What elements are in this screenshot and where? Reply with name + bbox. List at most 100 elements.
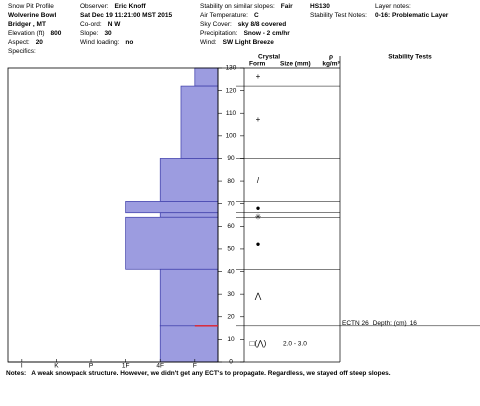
header-field: Elevation (ft) 800: [8, 30, 62, 37]
field-label: Wind:: [200, 39, 217, 46]
field-label: Observer:: [80, 3, 109, 10]
field-label: Wind loading:: [80, 39, 120, 46]
test-name: ECTN 26: [342, 320, 369, 327]
hardness-tick-label: 1F: [122, 363, 130, 370]
crystal-form: /: [257, 176, 260, 185]
height-tick-label: 50: [227, 246, 235, 253]
hardness-layer: [159, 212, 219, 218]
field-label: Elevation (ft): [8, 30, 45, 37]
density-header: kg/m³: [322, 61, 340, 68]
header-field: Stability Test Notes:: [310, 12, 367, 19]
field-label: Specifics:: [8, 48, 36, 55]
field-value: Wolverine Bowl: [8, 12, 56, 19]
crystal-form: ✳: [255, 212, 262, 221]
notes-text: A weak snowpack structure. However, we d…: [31, 370, 391, 377]
header-field: Slope: 30: [80, 30, 112, 37]
field-label: Air Temperature:: [200, 12, 248, 19]
field-value: Eric Knoff: [115, 3, 147, 10]
height-tick-label: 110: [226, 110, 237, 117]
header-field: Bridger , MT: [8, 21, 46, 28]
crystal-form: +: [256, 115, 261, 124]
height-tick-label: 60: [227, 223, 235, 230]
field-value: Bridger , MT: [8, 21, 46, 28]
field-label: Aspect:: [8, 39, 30, 46]
height-tick-label: 10: [227, 336, 235, 343]
field-value: C: [254, 12, 259, 19]
stability-test: ECTN 26 Depth: (cm) 16: [342, 320, 417, 327]
header-field: Wolverine Bowl: [8, 12, 56, 19]
height-tick-label: 100: [226, 133, 237, 140]
hardness-layer: [159, 325, 219, 363]
height-tick-label: 40: [227, 268, 235, 275]
height-tick-label: 90: [227, 155, 235, 162]
header-field: Air Temperature: C: [200, 12, 259, 19]
crystal-size: 2.0 - 3.0: [283, 341, 307, 348]
height-tick-label: 30: [227, 291, 235, 298]
header-field: Co-ord: N W: [80, 21, 121, 28]
field-value: sky 8/8 covered: [238, 21, 286, 28]
header-field: Stability on similar slopes: Fair: [200, 3, 293, 10]
hardness-tick-label: K: [54, 363, 59, 370]
size-header: Size (mm): [280, 61, 311, 68]
field-label: Snow Pit Profile: [8, 3, 54, 10]
hardness-layer: [194, 67, 219, 87]
header-field: Specifics:: [8, 48, 36, 55]
field-label: Precipitation:: [200, 30, 238, 37]
hardness-tick-label: F: [193, 363, 197, 370]
field-value: 30: [104, 30, 112, 37]
density-title: ρ: [329, 54, 333, 61]
height-tick-label: 70: [227, 200, 235, 207]
crystal-title: Crystal: [258, 54, 280, 61]
header-field: Sky Cover: sky 8/8 covered: [200, 21, 286, 28]
crystal-form: ⋀: [254, 292, 262, 301]
hardness-layer: [180, 85, 219, 159]
hardness-tick-label: I: [21, 363, 23, 370]
header-field: Observer: Eric Knoff: [80, 3, 146, 10]
hardness-tick-label: 4F: [156, 363, 164, 370]
header-field: Wind: SW Light Breeze: [200, 39, 274, 46]
crystal-form: ●: [256, 203, 261, 212]
field-label: Sky Cover:: [200, 21, 232, 28]
field-value: no: [125, 39, 133, 46]
stability-title: Stability Tests: [388, 54, 432, 61]
field-label: Stability on similar slopes:: [200, 3, 275, 10]
field-value: Fair: [281, 3, 293, 10]
header-field: Snow Pit Profile: [8, 3, 54, 10]
notes: Notes: A weak snowpack structure. However…: [6, 370, 391, 377]
header-field: Aspect: 20: [8, 39, 43, 46]
hardness-layer: [125, 216, 219, 270]
field-value: Snow - 2 cm/hr: [244, 30, 291, 37]
hardness-tick-label: P: [89, 363, 93, 370]
hardness-layer: [159, 268, 219, 327]
field-value: SW Light Breeze: [223, 39, 275, 46]
field-label: Layer notes:: [375, 3, 411, 10]
crystal-form: ●: [256, 240, 261, 249]
crystal-form: +: [256, 72, 261, 81]
test-depth: 16: [410, 320, 418, 327]
field-value: 0-16: Problematic Layer: [375, 12, 449, 19]
notes-label: Notes:: [6, 370, 26, 377]
height-tick-label: 120: [226, 87, 237, 94]
height-tick-label: 80: [227, 178, 235, 185]
header-field: Wind loading: no: [80, 39, 133, 46]
height-tick-label: 20: [227, 313, 235, 320]
field-label: Stability Test Notes:: [310, 12, 367, 19]
field-value: 800: [51, 30, 62, 37]
form-header: Form: [249, 61, 265, 68]
hardness-layer: [125, 201, 219, 214]
header-field: Sat Dec 19 11:21:00 MST 2015: [80, 12, 173, 19]
crystal-form: □(⋀): [250, 339, 267, 348]
header-field: Layer notes:: [375, 3, 411, 10]
field-label: Co-ord:: [80, 21, 102, 28]
header-field: 0-16: Problematic Layer: [375, 12, 449, 19]
field-label: Slope:: [80, 30, 99, 37]
field-value: HS130: [310, 3, 330, 10]
header-field: HS130: [310, 3, 330, 10]
hardness-layer: [159, 158, 219, 202]
test-depth-label: Depth: (cm): [373, 320, 407, 327]
field-value: Sat Dec 19 11:21:00 MST 2015: [80, 12, 173, 19]
field-value: N W: [108, 21, 122, 28]
header-field: Precipitation: Snow - 2 cm/hr: [200, 30, 290, 37]
